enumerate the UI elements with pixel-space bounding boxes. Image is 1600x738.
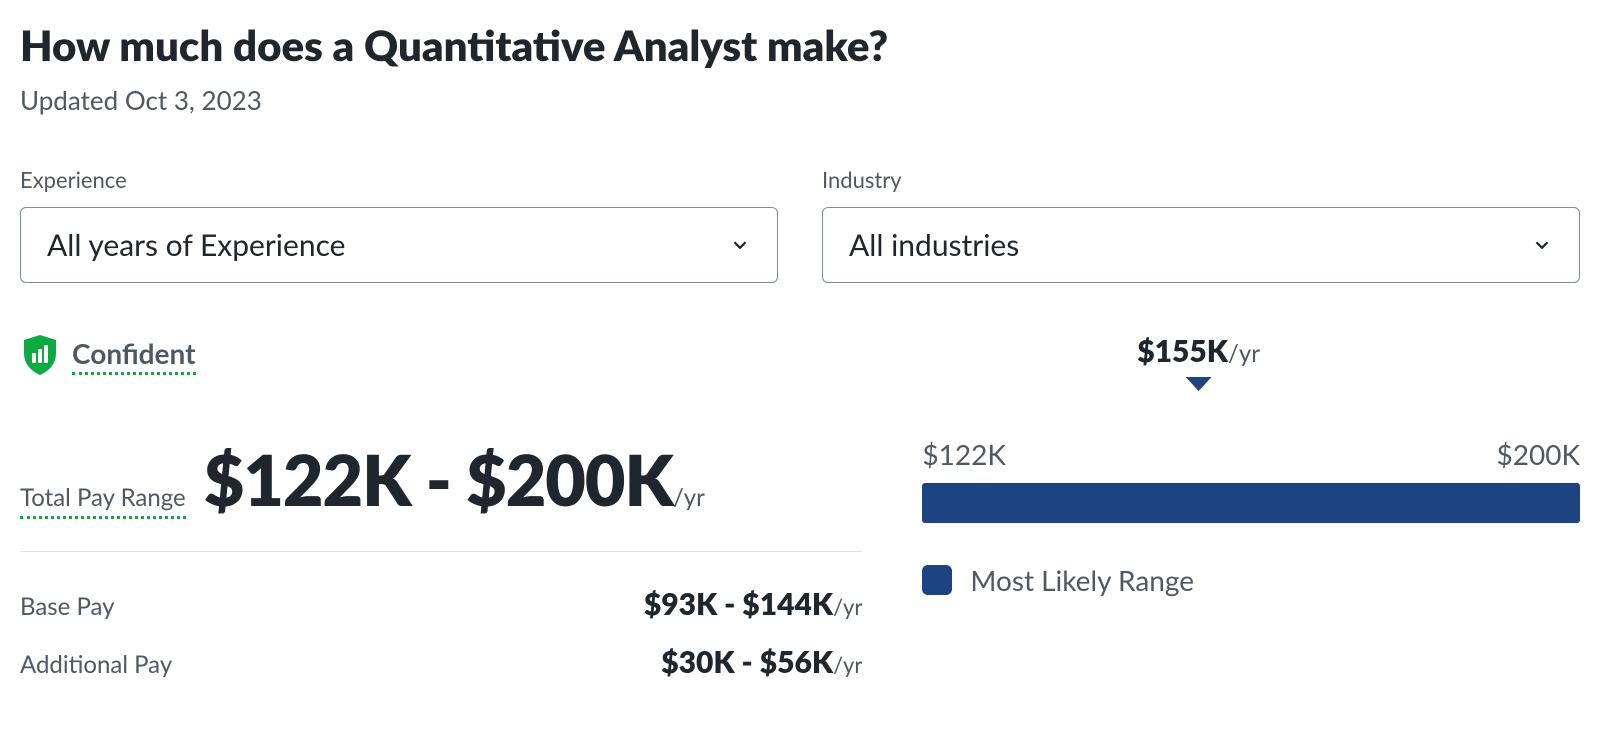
additional-pay-value-wrap: $30K - $56K/yr — [661, 644, 862, 680]
industry-filter-label: Industry — [822, 166, 1580, 193]
total-pay-value: $122K - $200K — [204, 437, 673, 521]
total-pay-label[interactable]: Total Pay Range — [20, 483, 186, 519]
total-pay-row: Total Pay Range $122K - $200K/yr — [20, 437, 862, 552]
range-chart-column: $155K/yr $122K $200K Most Likely Range — [922, 333, 1580, 702]
additional-pay-row: Additional Pay $30K - $56K/yr — [20, 644, 862, 680]
additional-pay-suffix: /yr — [833, 651, 862, 678]
range-pointer: $155K/yr — [1137, 333, 1260, 391]
industry-select[interactable]: All industries — [822, 207, 1580, 283]
range-high-label: $200K — [1496, 437, 1580, 471]
total-pay-value-wrap: $122K - $200K/yr — [204, 437, 705, 521]
total-pay-suffix: /yr — [673, 483, 705, 512]
additional-pay-label: Additional Pay — [20, 650, 172, 679]
pointer-triangle-icon — [1186, 377, 1212, 391]
industry-filter-group: Industry All industries — [822, 166, 1580, 283]
range-pointer-suffix: /yr — [1228, 339, 1260, 368]
filters-row: Experience All years of Experience Indus… — [20, 166, 1580, 283]
base-pay-suffix: /yr — [833, 593, 862, 620]
confidence-label: Confident — [72, 336, 196, 375]
range-bar — [922, 483, 1580, 523]
experience-select[interactable]: All years of Experience — [20, 207, 778, 283]
base-pay-value-wrap: $93K - $144K/yr — [644, 586, 863, 622]
experience-filter-group: Experience All years of Experience — [20, 166, 778, 283]
industry-select-value: All industries — [849, 227, 1019, 263]
range-low-label: $122K — [922, 437, 1006, 471]
base-pay-row: Base Pay $93K - $144K/yr — [20, 586, 862, 622]
experience-select-value: All years of Experience — [47, 227, 345, 263]
chevron-down-icon — [729, 234, 751, 256]
page-title: How much does a Quantitative Analyst mak… — [20, 20, 1580, 70]
range-pointer-value: $155K — [1137, 333, 1228, 369]
base-pay-value: $93K - $144K — [644, 586, 833, 622]
additional-pay-value: $30K - $56K — [661, 644, 833, 680]
legend-label: Most Likely Range — [970, 563, 1194, 597]
chevron-down-icon — [1531, 234, 1553, 256]
confidence-indicator[interactable]: Confident — [20, 333, 862, 377]
range-bar-labels: $122K $200K — [922, 437, 1580, 471]
legend-swatch — [922, 565, 952, 595]
experience-filter-label: Experience — [20, 166, 778, 193]
content-row: Confident Total Pay Range $122K - $200K/… — [20, 333, 1580, 702]
range-pointer-label: $155K/yr — [1137, 333, 1260, 369]
range-legend: Most Likely Range — [922, 563, 1580, 597]
pay-summary-column: Confident Total Pay Range $122K - $200K/… — [20, 333, 862, 702]
updated-date: Updated Oct 3, 2023 — [20, 84, 1580, 116]
base-pay-label: Base Pay — [20, 592, 115, 621]
salary-range-chart: $155K/yr $122K $200K — [922, 333, 1580, 523]
shield-bar-chart-icon — [20, 333, 60, 377]
